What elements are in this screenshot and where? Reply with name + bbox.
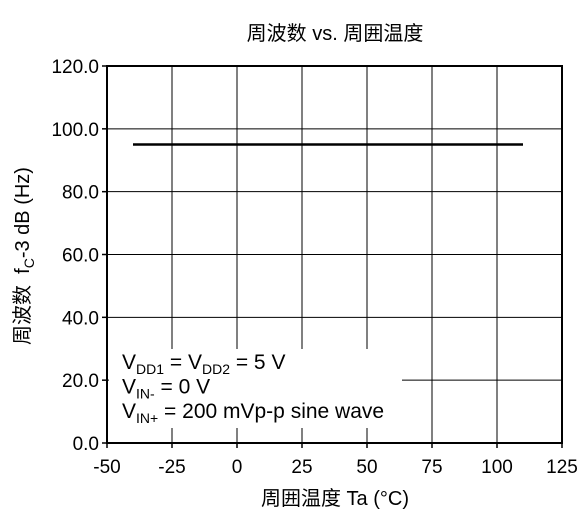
chart-title: 周波数 vs. 周囲温度 [247, 22, 424, 45]
label-segment: = 0 V [155, 376, 210, 399]
x-tick-label: 75 [421, 457, 442, 478]
x-tick-label: 25 [291, 457, 312, 478]
condition-line: VIN+ = 200 mVp-p sine wave [122, 400, 384, 426]
y-tick-label: 60.0 [62, 246, 99, 267]
x-tick-label: 125 [546, 457, 578, 478]
label-segment: -3 dB (Hz) [12, 167, 34, 258]
y-tick-label: 100.0 [51, 120, 99, 141]
subscript-text: IN- [136, 386, 155, 402]
x-tick-label: 50 [356, 457, 377, 478]
x-tick-label: 0 [232, 457, 243, 478]
axis-ticks [102, 65, 563, 448]
condition-line: VIN- = 0 V [122, 376, 210, 402]
label-segment: = V [164, 351, 202, 374]
conditions-box [109, 349, 402, 428]
subscript-text: DD1 [136, 361, 164, 377]
label-segment: 周波数 f [11, 268, 34, 345]
subscript-text: IN+ [136, 410, 158, 426]
subscript-text: C [21, 258, 37, 268]
y-tick-label: 20.0 [62, 371, 99, 392]
x-axis-label: 周囲温度 Ta (°C) [261, 487, 409, 510]
condition-line: VDD1 = VDD2 = 5 V [122, 351, 285, 377]
y-tick-label: 80.0 [62, 183, 99, 204]
x-tick-label: 100 [481, 457, 513, 478]
label-segment: = 200 mVp-p sine wave [158, 400, 384, 423]
label-segment: V [122, 376, 136, 399]
tick-labels: -50 -25 0 25 50 75 100 125 0.0 20.0 40.0 60.0 80.0 10… [51, 57, 577, 478]
label-segment: V [122, 351, 136, 374]
x-tick-label: -25 [158, 457, 185, 478]
x-tick-label: -50 [93, 457, 120, 478]
label-segment: V [122, 400, 136, 423]
label-segment: = 5 V [230, 351, 285, 374]
y-tick-label: 120.0 [51, 57, 99, 78]
subscript-text: DD2 [202, 361, 230, 377]
y-tick-label: 40.0 [62, 308, 99, 329]
y-tick-label: 0.0 [73, 434, 99, 455]
y-axis-label: 周波数 fC-3 dB (Hz) [11, 167, 37, 345]
